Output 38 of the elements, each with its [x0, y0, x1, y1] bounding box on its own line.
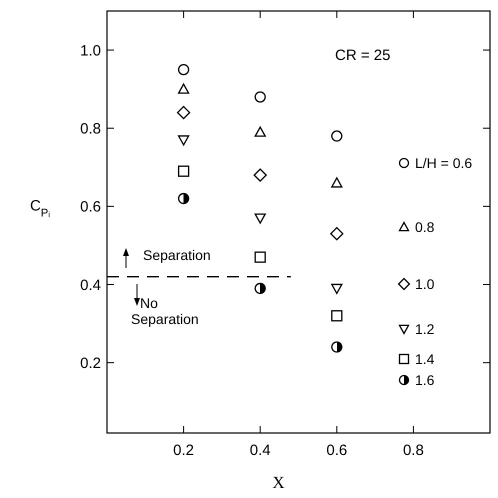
y-tick-label: 0.4 — [80, 276, 101, 294]
point — [331, 341, 342, 353]
legend-label: 1.0 — [415, 276, 435, 292]
point — [178, 192, 190, 204]
point — [254, 213, 266, 224]
legend-label: L/H = 0.6 — [415, 154, 472, 171]
annotation: No Separation — [131, 295, 199, 328]
legend-label: 1.2 — [415, 320, 435, 337]
y-tick-label: 0.8 — [80, 120, 101, 138]
x-axis-title: X — [272, 473, 285, 492]
y-tick-label: 1.0 — [80, 42, 101, 60]
point — [254, 91, 266, 103]
point — [330, 227, 344, 240]
annotation: CR = 25 — [335, 47, 390, 64]
x-tick-label: 0.6 — [326, 442, 348, 459]
point — [254, 126, 266, 137]
point — [254, 252, 266, 263]
point — [178, 166, 190, 177]
legend-label: 1.4 — [415, 350, 435, 367]
point — [331, 177, 342, 188]
y-tick-label: 0.2 — [80, 354, 101, 372]
x-tick-label: 0.4 — [250, 442, 271, 459]
point — [178, 135, 190, 146]
point — [254, 168, 267, 182]
point — [178, 84, 190, 94]
x-tick-label: 0.2 — [173, 442, 194, 459]
annotation: Separation — [143, 247, 211, 263]
point — [331, 310, 342, 322]
point — [331, 130, 342, 142]
point — [178, 64, 190, 76]
point — [331, 284, 342, 294]
y-axis-title: C$_{Pᵢ}$ — [30, 197, 50, 220]
legend-label: 1.6 — [415, 372, 435, 388]
legend-label: 0.8 — [415, 218, 435, 235]
point — [254, 282, 266, 294]
x-tick-label: 0.8 — [402, 442, 424, 459]
point — [176, 106, 190, 120]
y-tick-label: 0.6 — [80, 198, 101, 216]
